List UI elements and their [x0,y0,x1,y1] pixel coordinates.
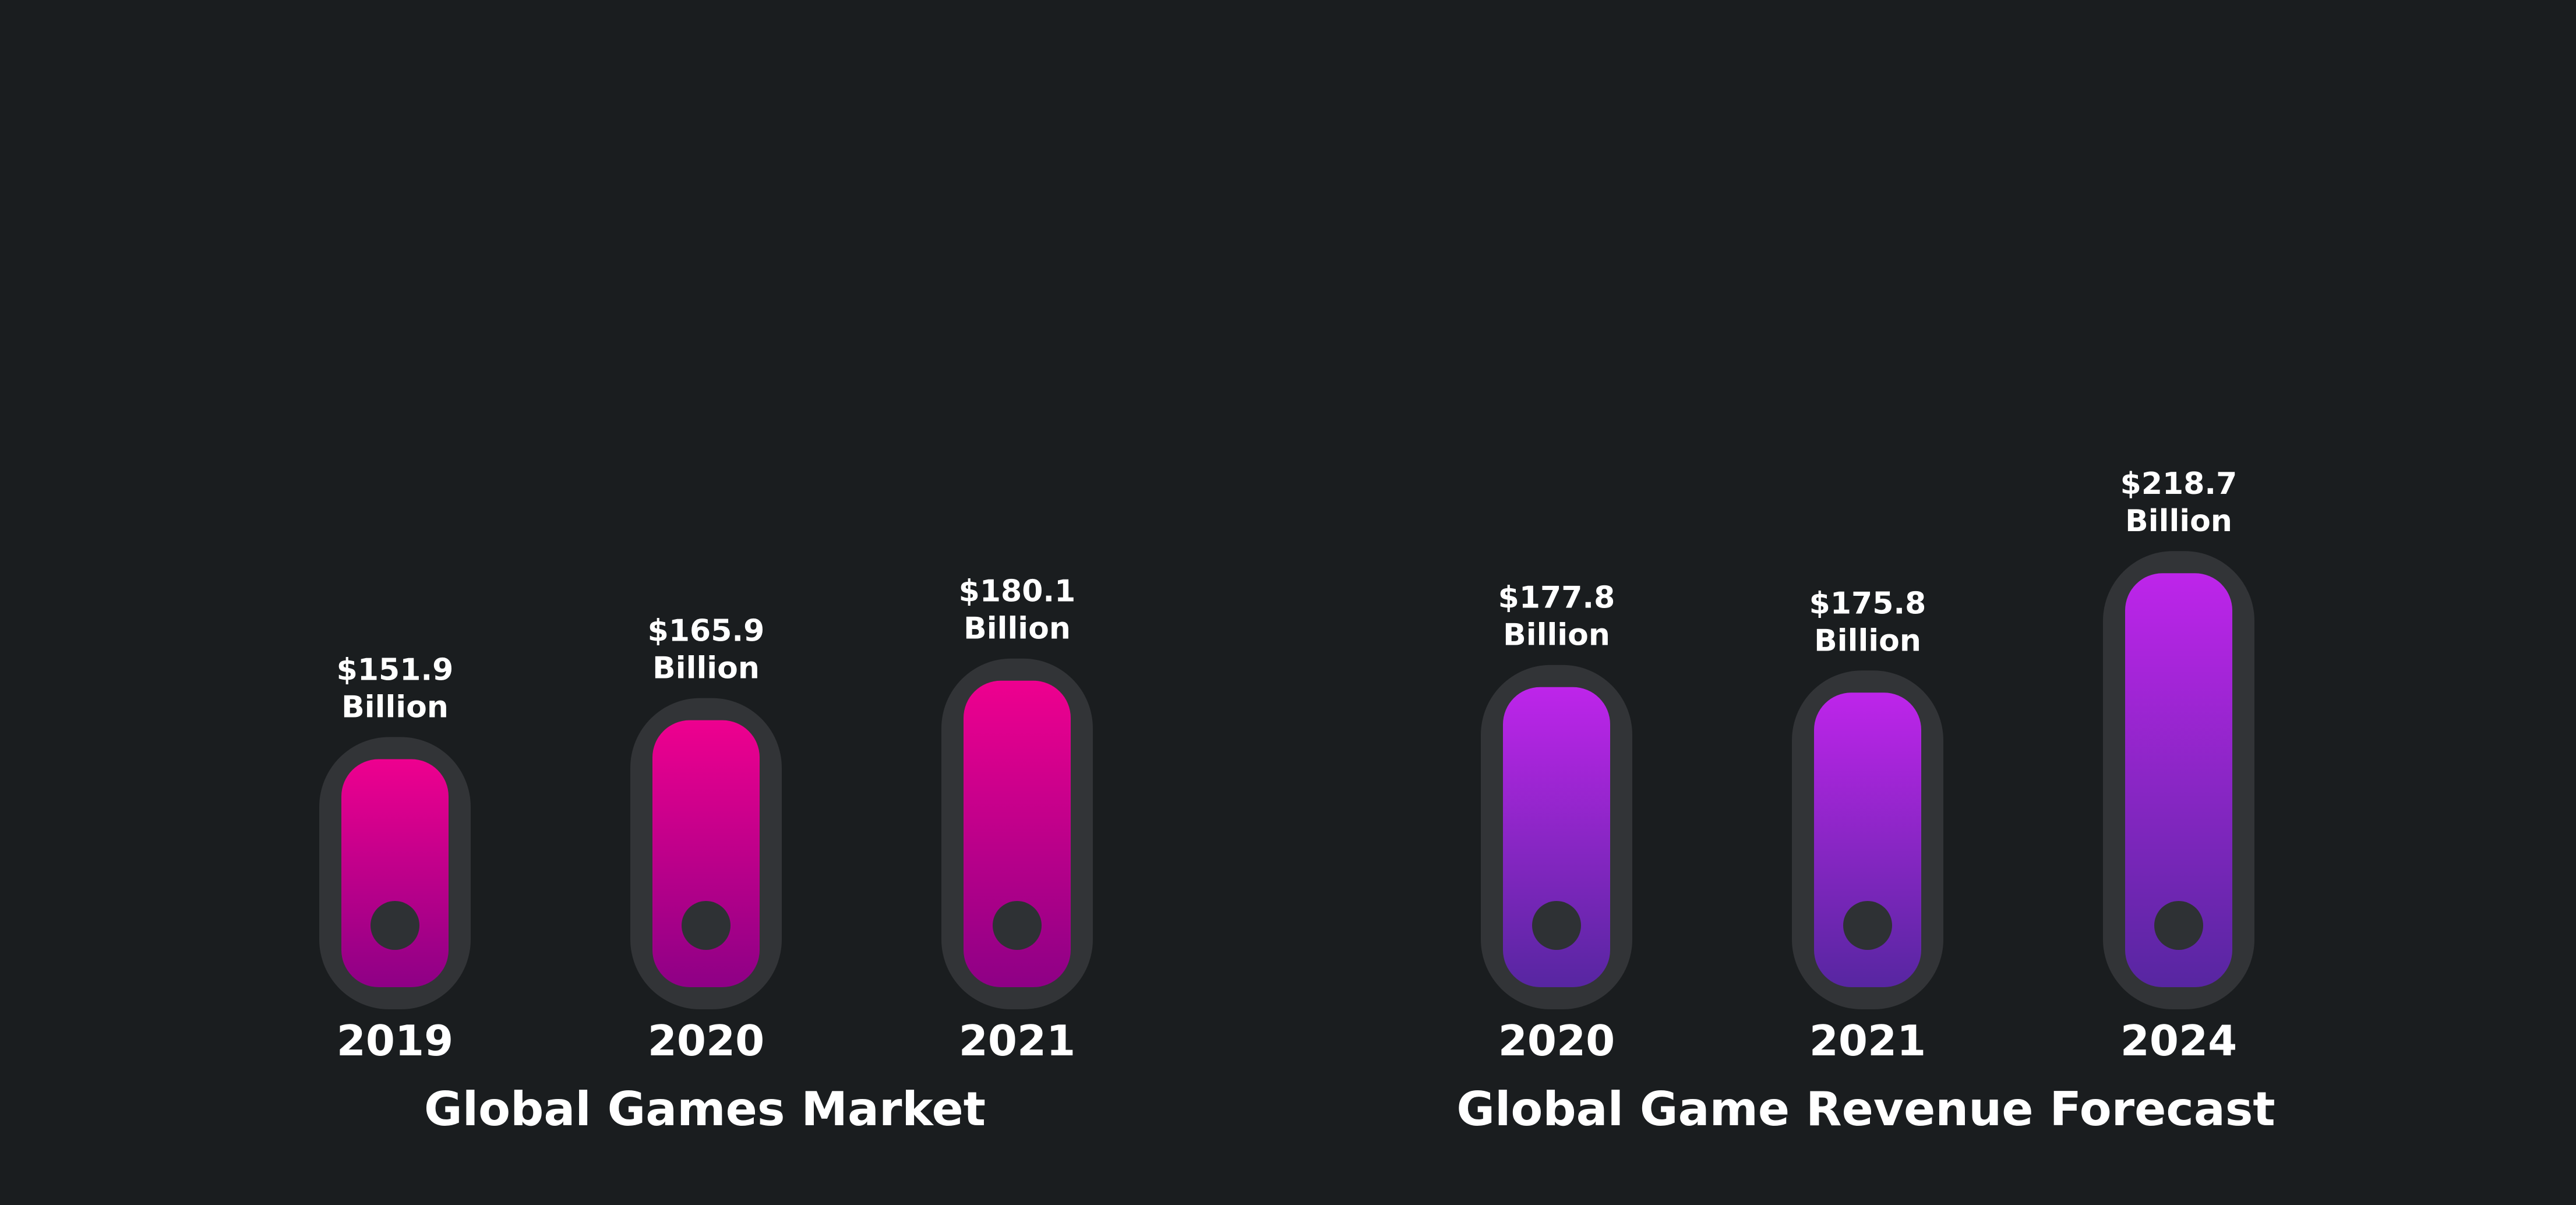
category-label: 2020 [648,1016,764,1065]
data-label: $165.9 [648,614,765,649]
bar [2125,573,2232,987]
bar-dot [2154,901,2203,950]
category-label: 2021 [1809,1016,1926,1065]
bar [1503,687,1610,987]
bar [1814,692,1921,987]
data-label-unit: Billion [1503,618,1610,653]
bar [341,759,449,987]
data-label: $177.8 [1498,581,1615,616]
bar-dot [1532,901,1581,950]
data-label-unit: Billion [964,612,1071,646]
data-label-unit: Billion [341,690,449,725]
bar [652,720,760,987]
chart-global-games-market: Global Games Market $151.9Billion2019$16… [319,574,1093,1136]
bars: $151.9Billion2019$165.9Billion2020$180.1… [319,574,1093,1065]
bars: $177.8Billion2020$175.8Billion2021$218.7… [1481,467,2254,1065]
bar-dot [1843,901,1892,950]
bar-dot [682,901,731,950]
data-label-unit: Billion [1814,623,1921,658]
bar [964,680,1071,987]
data-label: $151.9 [337,653,454,688]
category-label: 2020 [1498,1016,1615,1065]
data-label: $175.8 [1809,586,1926,621]
data-label: $218.7 [2120,467,2238,501]
data-label-unit: Billion [2125,504,2232,539]
category-label: 2021 [959,1016,1075,1065]
category-label: 2024 [2120,1016,2237,1065]
data-label-unit: Billion [652,651,760,686]
chart-global-game-revenue-forecast: Global Game Revenue Forecast $177.8Billi… [1456,467,2275,1136]
chart-title: Global Game Revenue Forecast [1456,1082,2275,1136]
chart-title: Global Games Market [424,1082,986,1136]
category-label: 2019 [337,1016,453,1065]
bar-dot [993,901,1042,950]
bar-dot [370,901,419,950]
data-label: $180.1 [959,574,1076,609]
